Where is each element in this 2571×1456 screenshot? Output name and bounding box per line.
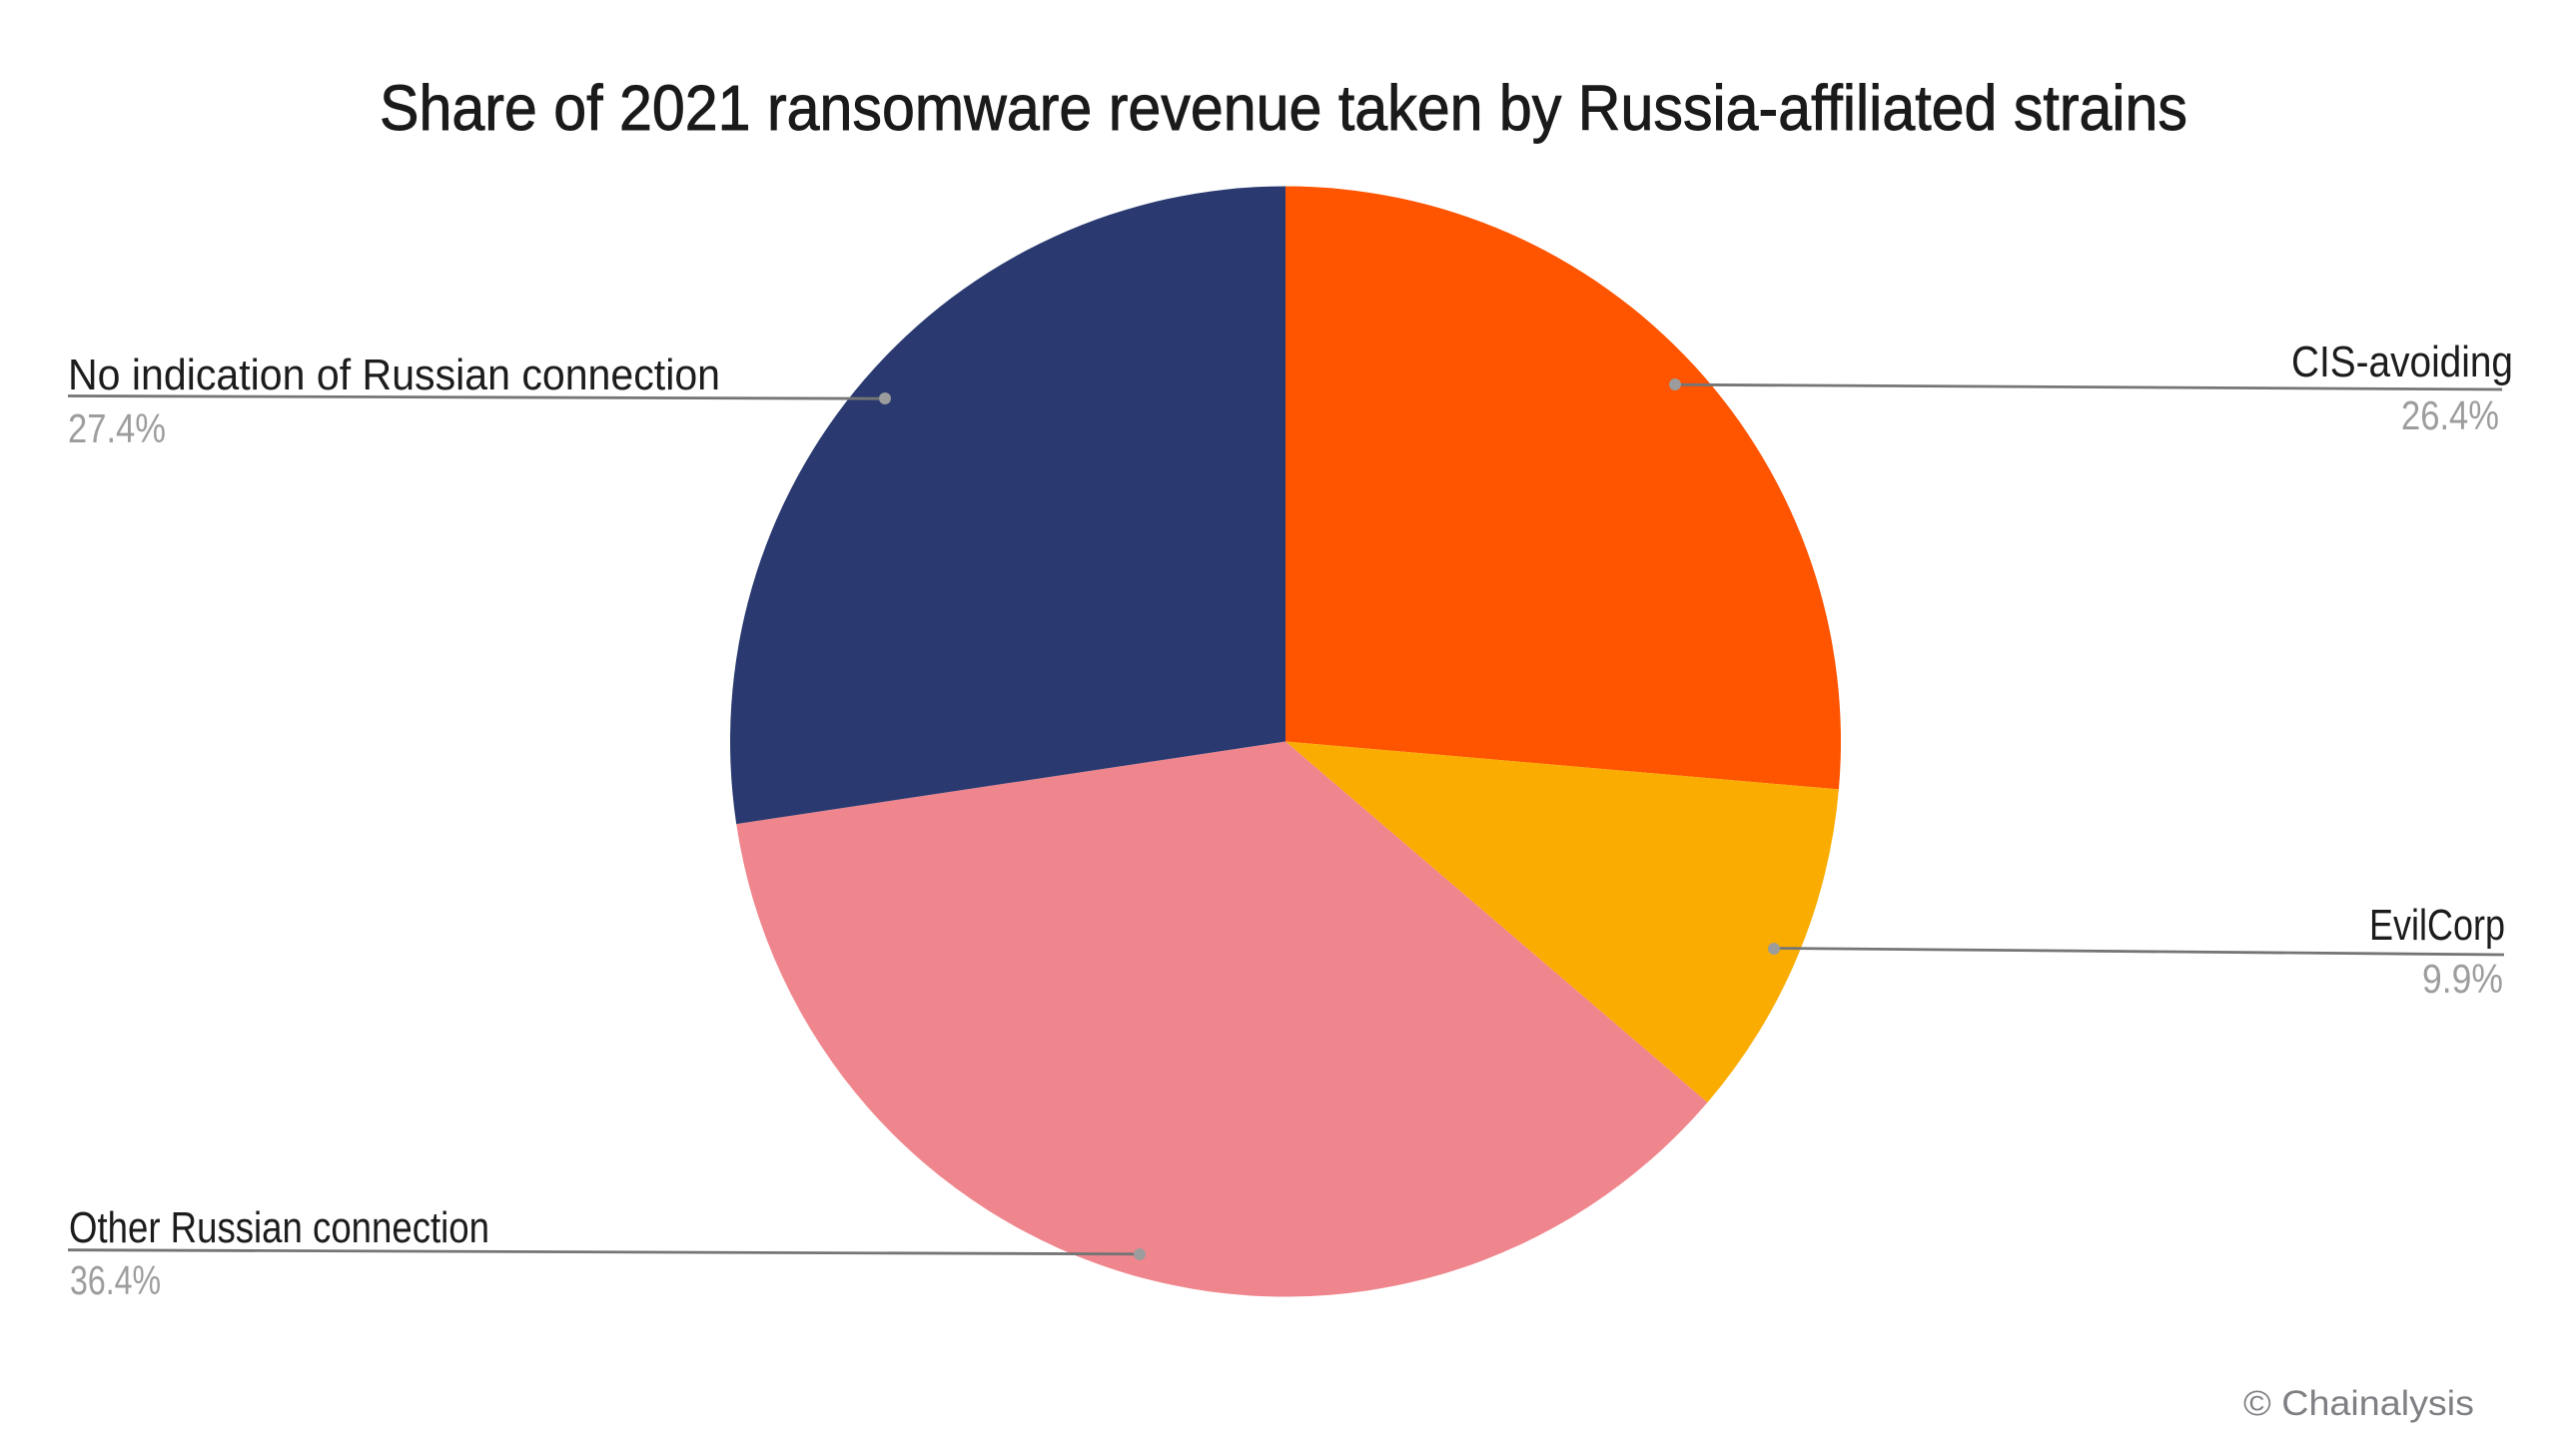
- svg-text:CIS-avoiding: CIS-avoiding: [2291, 338, 2513, 386]
- svg-text:EvilCorp: EvilCorp: [2369, 901, 2505, 950]
- svg-text:36.4%: 36.4%: [70, 1257, 161, 1303]
- svg-text:Other Russian connection: Other Russian connection: [69, 1203, 489, 1252]
- svg-text:27.4%: 27.4%: [68, 405, 166, 451]
- svg-text:9.9%: 9.9%: [2422, 956, 2503, 1002]
- svg-text:© Chainalysis: © Chainalysis: [2243, 1384, 2474, 1423]
- svg-text:26.4%: 26.4%: [2401, 392, 2499, 438]
- svg-text:No indication of Russian conne: No indication of Russian connection: [68, 351, 720, 399]
- svg-text:Share of 2021 ransomware reven: Share of 2021 ransomware revenue taken b…: [380, 72, 2187, 144]
